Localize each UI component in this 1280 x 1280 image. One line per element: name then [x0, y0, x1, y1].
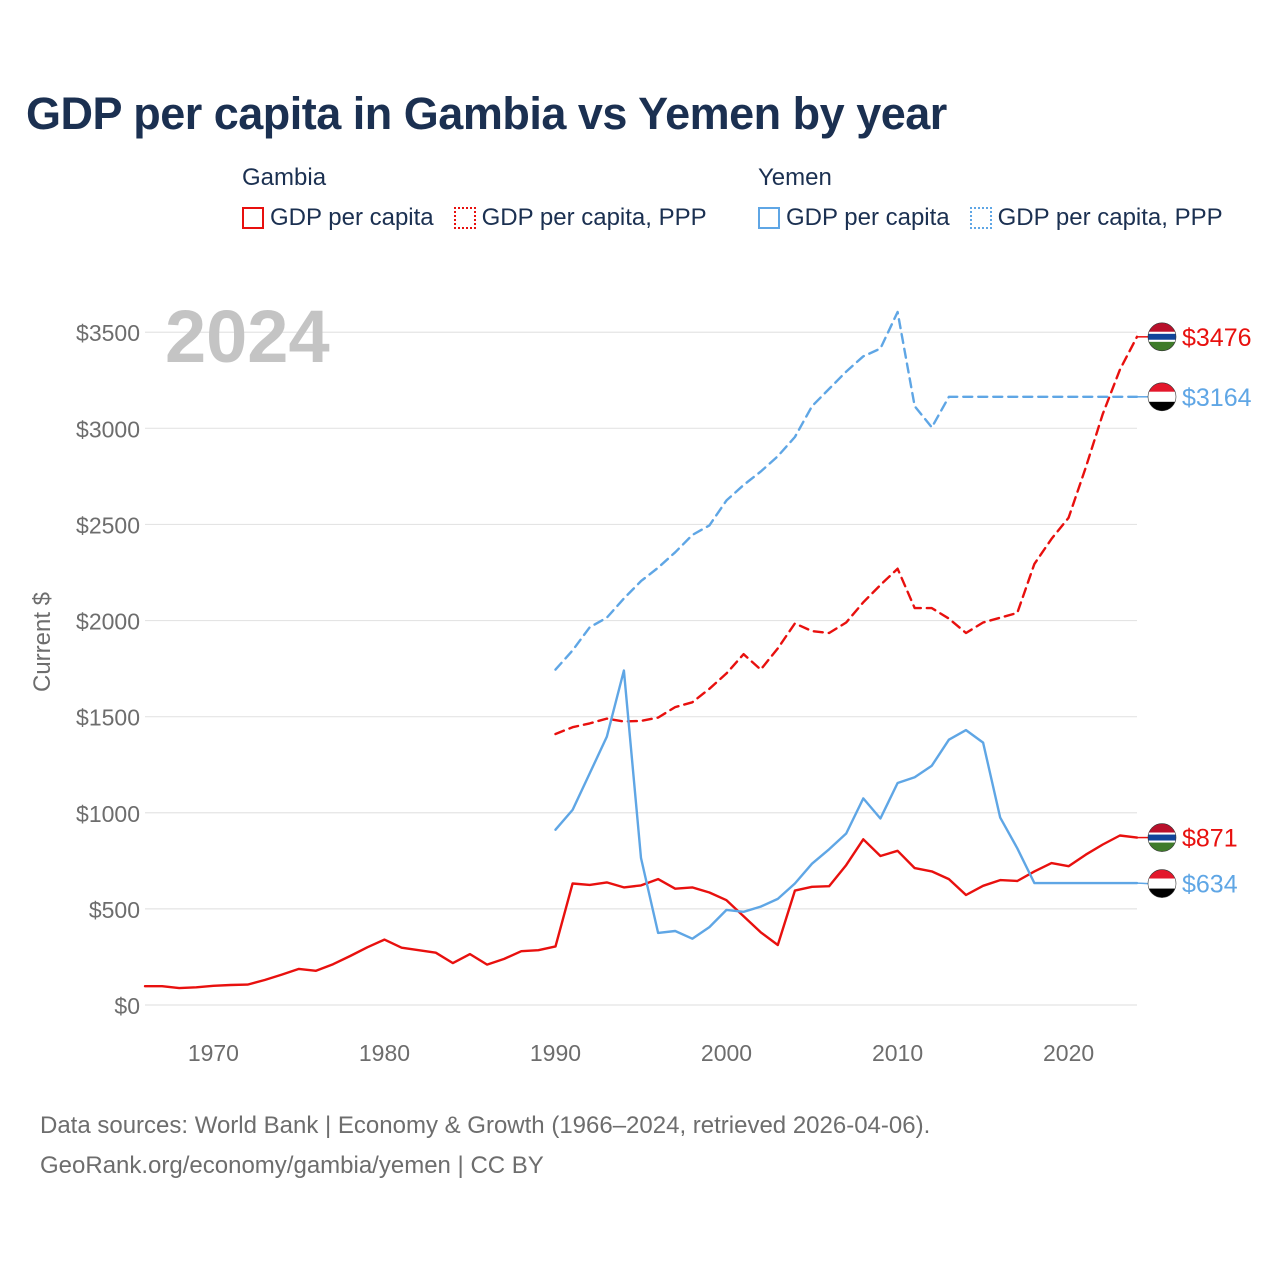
chart-title: GDP per capita in Gambia vs Yemen by yea… — [26, 88, 947, 139]
x-tick-label: 2010 — [872, 1040, 923, 1066]
legend-group-gambia: Gambia GDP per capita GDP per capita, PP… — [242, 164, 707, 232]
series-line — [554, 335, 1139, 736]
legend-label: GDP per capita, PPP — [997, 204, 1223, 231]
legend-item-gambia-gdp-ppp[interactable]: GDP per capita, PPP — [453, 204, 707, 232]
series-line — [554, 669, 1139, 940]
legend-swatch-dotted — [453, 207, 476, 229]
legend-label: GDP per capita, PPP — [481, 204, 707, 231]
y-axis-ticks: $0 $500 $1000 $1500 $2000 $2500 $3000 $3500 — [76, 320, 140, 1019]
x-tick-label: 1980 — [359, 1040, 410, 1066]
legend-label: GDP per capita — [786, 204, 950, 231]
y-tick-label: $2000 — [76, 609, 140, 635]
legend-country-gambia: Gambia — [242, 164, 327, 191]
x-tick-label: 1990 — [530, 1040, 581, 1066]
gambia-flag-icon — [1147, 823, 1177, 852]
x-axis-ticks: 1970 1980 1990 2000 2010 2020 — [188, 1040, 1094, 1066]
end-labels: $3476 $3164 $871 $634 — [1136, 322, 1252, 899]
x-tick-label: 1970 — [188, 1040, 239, 1066]
end-value-label: $634 — [1182, 871, 1238, 899]
legend-item-yemen-gdp[interactable]: GDP per capita — [758, 204, 950, 232]
x-tick-label: 2020 — [1043, 1040, 1094, 1066]
yemen-flag-icon — [1147, 869, 1177, 898]
y-tick-label: $3500 — [76, 320, 140, 346]
year-watermark: 2024 — [165, 295, 330, 378]
yemen-flag-icon — [1147, 382, 1177, 412]
legend-group-yemen: Yemen GDP per capita GDP per capita, PPP — [758, 164, 1223, 232]
source-line-1: Data sources: World Bank | Economy & Gro… — [40, 1112, 931, 1139]
legend-swatch-solid — [242, 207, 264, 229]
gambia-flag-icon — [1147, 322, 1177, 352]
series-line — [554, 310, 1139, 671]
end-value-label: $3476 — [1182, 324, 1252, 352]
grid — [145, 331, 1137, 1006]
y-tick-label: $1000 — [76, 801, 140, 827]
legend-swatch-solid — [758, 207, 780, 229]
y-tick-label: $3000 — [76, 416, 140, 442]
end-value-label: $871 — [1182, 825, 1238, 853]
source-note: Data sources: World Bank | Economy & Gro… — [40, 1106, 930, 1186]
legend-country-yemen: Yemen — [758, 164, 832, 191]
series — [143, 310, 1139, 990]
y-tick-label: $0 — [114, 993, 140, 1019]
end-value-label: $3164 — [1182, 384, 1252, 412]
legend-label: GDP per capita — [270, 204, 434, 231]
x-tick-label: 2000 — [701, 1040, 752, 1066]
source-line-2: GeoRank.org/economy/gambia/yemen | CC BY — [40, 1152, 544, 1179]
legend-swatch-dotted — [969, 207, 992, 229]
legend-item-yemen-gdp-ppp[interactable]: GDP per capita, PPP — [969, 204, 1223, 232]
y-axis-label: Current $ — [29, 592, 56, 692]
y-tick-label: $1500 — [76, 705, 140, 731]
legend-item-gambia-gdp[interactable]: GDP per capita — [242, 204, 434, 232]
y-tick-label: $2500 — [76, 512, 140, 538]
y-tick-label: $500 — [89, 897, 140, 923]
series-line — [143, 834, 1139, 990]
